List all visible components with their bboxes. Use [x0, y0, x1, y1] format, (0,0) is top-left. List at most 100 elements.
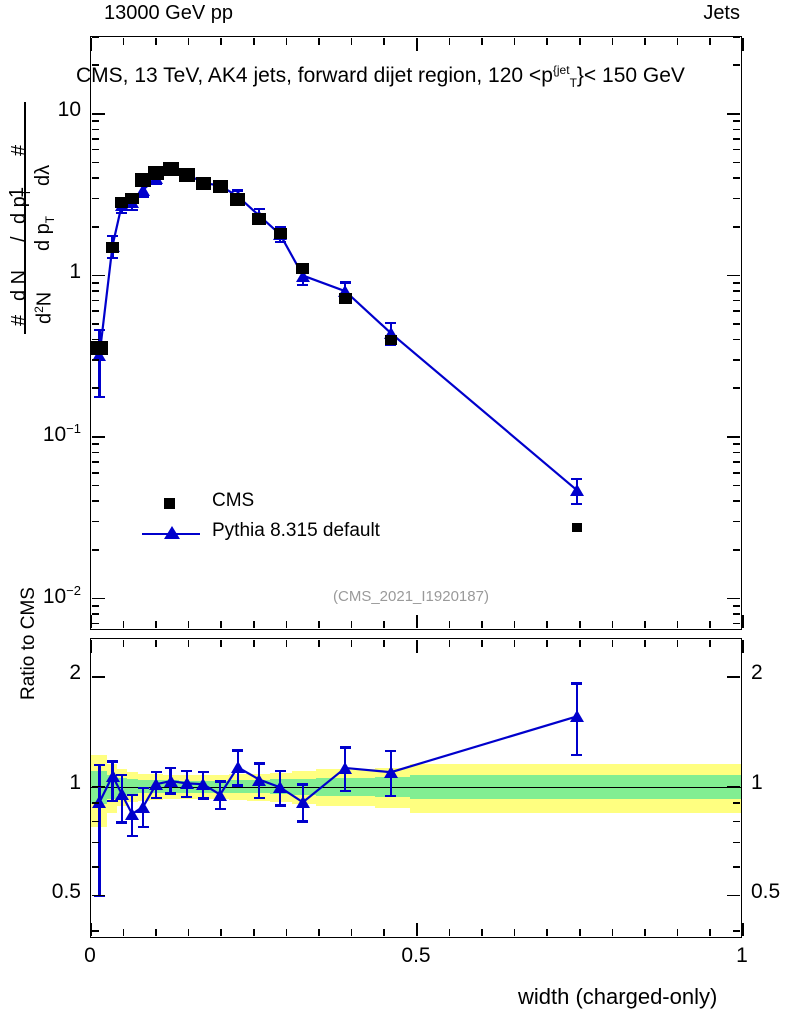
- pythia-ratio-marker: [114, 787, 129, 800]
- pythia-ratio-errorbar-cap: [150, 796, 162, 799]
- x-tick-label: 1: [736, 944, 748, 967]
- cms-marker-main: [125, 192, 140, 205]
- x-tick: [742, 923, 744, 937]
- cms-marker-main: [178, 168, 195, 182]
- ratio-y-tick-label: 1: [69, 770, 81, 794]
- pythia-ratio-errorbar-cap: [137, 787, 149, 790]
- pythia-ratio-marker: [105, 769, 120, 782]
- ratio-reference-line: [91, 786, 741, 788]
- cms-marker-main: [571, 523, 582, 533]
- x-tick-label: 0.5: [401, 944, 431, 967]
- ratio-y-tick-label: 0.5: [51, 879, 81, 903]
- pythia-errorbar-main-cap: [274, 241, 286, 244]
- header-beam-label: 13000 GeV pp: [104, 2, 233, 24]
- pythia-ratio-errorbar-cap: [297, 820, 309, 823]
- pythia-ratio-marker: [252, 773, 267, 786]
- pythia-ratio-errorbar-cap: [126, 834, 138, 838]
- cms-marker-main: [115, 196, 129, 208]
- main-y-tick-label: 10−2: [42, 582, 81, 608]
- pythia-errorbar-main-cap: [571, 502, 583, 505]
- pythia-errorbar-main-cap: [385, 322, 397, 325]
- pythia-errorbar-main-cap: [571, 477, 583, 480]
- pythia-errorbar-main-cap: [116, 212, 128, 215]
- main-y-tick-label: 10−1: [42, 421, 81, 447]
- pythia-errorbar-main-cap: [107, 256, 119, 259]
- pythia-errorbar-main-cap: [107, 234, 119, 237]
- pythia-ratio-errorbar-cap: [197, 797, 209, 800]
- pythia-errorbar-main-cap: [93, 395, 105, 398]
- pythia-ratio-errorbar-cap: [150, 770, 162, 773]
- pythia-errorbar-main-cap: [137, 195, 149, 198]
- pythia-ratio-errorbar-cap: [274, 804, 286, 807]
- main-y-tick-label: 10: [57, 98, 81, 122]
- main-plot-panel: [90, 36, 742, 630]
- ratio-y-axis-label: Ratio to CMS: [18, 587, 131, 722]
- pythia-errorbar-main-cap: [126, 208, 138, 211]
- pythia-ratio-errorbar-cap: [232, 784, 244, 787]
- cms-marker-main: [273, 228, 287, 240]
- legend-label-pythia: Pythia 8.315 default: [212, 520, 380, 541]
- pythia-marker-main: [569, 484, 584, 497]
- cms-marker-main: [296, 263, 310, 275]
- header-category-label: Jets: [703, 2, 740, 24]
- pythia-ratio-errorbar-cap: [165, 767, 177, 770]
- pythia-ratio-errorbar-cap: [297, 783, 309, 786]
- plot-title-sup: {jet: [552, 63, 570, 77]
- ratio-y-tick-label-right: 2: [751, 661, 763, 685]
- pythia-errorbar-main-cap: [297, 283, 309, 287]
- pythia-errorbar-main-cap: [253, 208, 265, 211]
- main-y-axis-label: d2N d pT dλ # d N / d pT # 1: [0, 36, 57, 334]
- pythia-ratio-errorbar-cap: [571, 682, 583, 685]
- pythia-ratio-errorbar-cap: [181, 770, 193, 773]
- pythia-ratio-marker: [92, 796, 107, 809]
- mcplots-credit-note: mcplots.cern.ch [arXiv:1306.3436]: [784, 350, 786, 577]
- legend-label-cms: CMS: [212, 490, 255, 511]
- cms-marker-main: [384, 334, 397, 345]
- main-y-tick-label: 1: [69, 259, 81, 283]
- pythia-line-main: [98, 167, 578, 491]
- cms-marker-main: [91, 340, 108, 356]
- pythia-ratio-errorbar-cap: [93, 763, 105, 766]
- pythia-ratio-marker: [179, 777, 194, 790]
- pythia-ratio-errorbar-cap: [116, 821, 128, 824]
- x-tick: [742, 639, 744, 653]
- legend-square-marker: [164, 498, 175, 509]
- rivet-version-note: Rivet 4.1.0, 100k events: [784, 34, 786, 195]
- ratio-y-tick-label: 2: [69, 661, 81, 685]
- pythia-ratio-errorbar-cap: [571, 753, 583, 756]
- pythia-ratio-errorbar-cap: [126, 793, 138, 796]
- pythia-ratio-marker: [295, 796, 310, 809]
- cms-marker-main: [230, 193, 246, 207]
- ratio-y-tick-label-right: 1: [751, 770, 763, 794]
- plot-title-post: }< 150 GeV: [576, 64, 685, 87]
- pythia-errorbar-main-cap: [274, 226, 286, 229]
- pythia-errorbar-main: [98, 329, 101, 398]
- pythia-ratio-marker: [213, 788, 228, 801]
- cms-marker-main: [148, 166, 165, 181]
- x-tick-label: 0: [84, 944, 96, 967]
- pythia-ratio-errorbar-cap: [274, 770, 286, 773]
- cms-marker-main: [162, 162, 179, 177]
- pythia-ratio-errorbar-cap: [107, 760, 119, 763]
- pythia-errorbar-main-cap: [385, 344, 397, 347]
- pythia-ratio-errorbar-cap: [197, 770, 209, 773]
- pythia-ratio-errorbar-cap: [107, 800, 119, 803]
- pythia-ratio-errorbar-cap: [385, 750, 397, 753]
- pythia-ratio-errorbar-cap: [339, 746, 351, 749]
- ratio-plot-panel: [90, 638, 742, 938]
- pythia-ratio-marker: [163, 775, 178, 788]
- pythia-ratio-errorbar-cap: [137, 825, 149, 828]
- pythia-ratio-errorbar-cap: [165, 792, 177, 795]
- pythia-ratio-errorbar-cap: [181, 795, 193, 798]
- pythia-ratio-marker: [149, 778, 164, 791]
- pythia-ratio-marker: [136, 800, 151, 813]
- pythia-ratio-errorbar-cap: [116, 773, 128, 776]
- pythia-ratio-marker: [383, 766, 398, 779]
- legend-triangle-marker: [164, 526, 180, 539]
- cms-marker-main: [252, 212, 267, 225]
- pythia-ratio-marker: [230, 761, 245, 774]
- dataset-watermark: (CMS_2021_I1920187): [333, 588, 489, 605]
- pythia-ratio-errorbar-cap: [214, 808, 226, 811]
- pythia-ratio-marker: [125, 807, 140, 820]
- pythia-ratio-errorbar-cap: [93, 895, 105, 898]
